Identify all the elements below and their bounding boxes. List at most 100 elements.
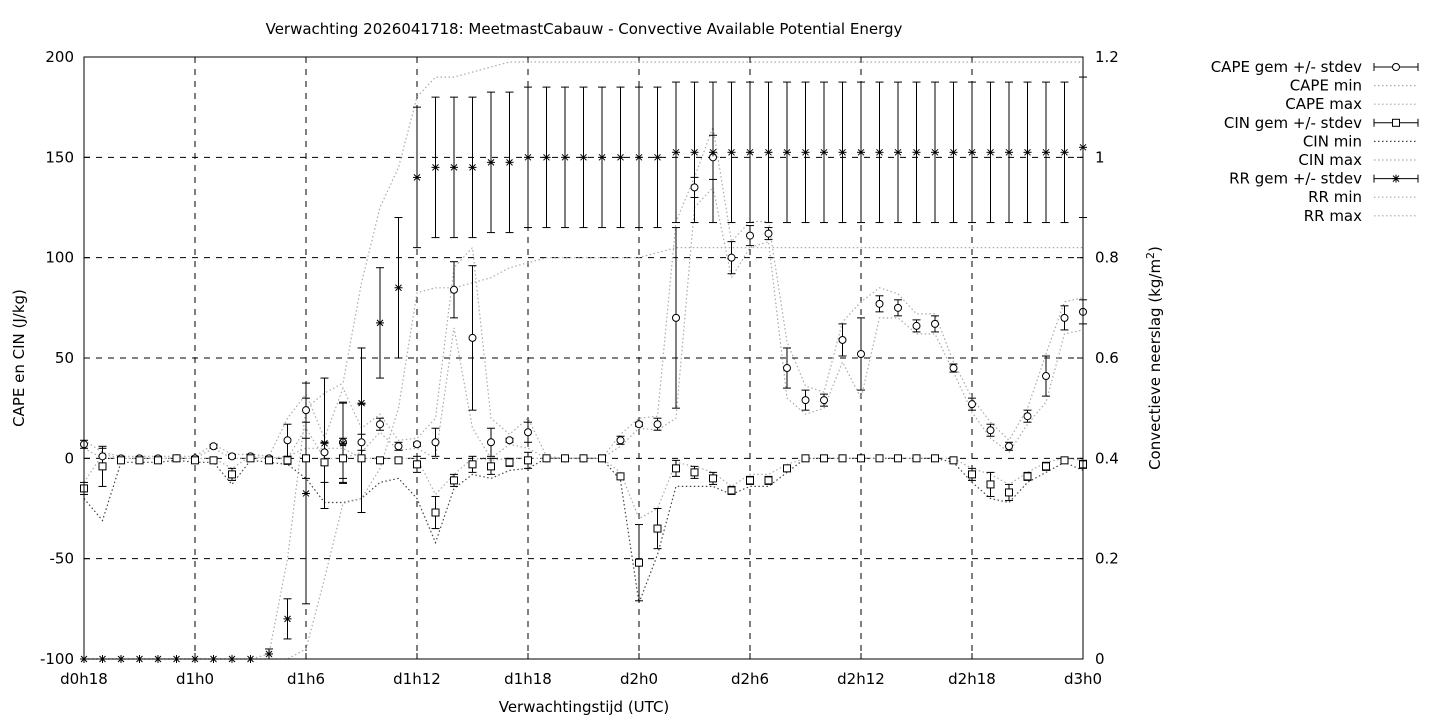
rr-point [431,163,440,172]
legend-marker-square [1392,118,1400,127]
cin-point [394,456,403,465]
y2-tick-label: 1 [1095,148,1105,166]
cin-point [838,454,847,463]
cin-point [949,456,958,465]
cin-point [468,460,477,469]
x-tick-label: d2h18 [948,670,996,688]
rr-point [542,153,551,162]
rr-point [949,148,958,157]
cape-point [690,183,699,192]
cin-point [339,454,347,463]
cape-point [616,436,625,445]
cin-point [246,454,255,463]
x-tick-label: d1h6 [287,670,325,688]
cin-point [579,454,588,463]
cin-point [376,456,384,465]
legend-label: CAPE max [1285,95,1362,113]
cape-point [505,436,514,445]
rr-point [561,153,569,162]
rr-point [727,148,736,157]
x-tick-label: d2h0 [620,670,658,688]
cin-point [302,454,310,463]
cin-point [875,454,884,463]
cin-point [172,454,181,463]
rr-point [690,148,699,157]
cape-point [968,400,976,409]
legend-label: CAPE gem +/- stdev [1211,58,1362,76]
cape-point [98,452,107,461]
rr-point [635,153,643,162]
y-tick-label: 100 [45,249,74,267]
cape-point [653,420,662,429]
cape-point [912,321,921,330]
rr-point [302,489,310,498]
cape-point [487,438,495,447]
cape-point [524,428,532,437]
cin-point [1005,488,1013,497]
cape-point [1005,442,1013,451]
cape-point [1060,313,1069,322]
cape-point [468,333,477,342]
cape-point [320,448,329,457]
cin-point [746,476,754,485]
rr-point [1005,148,1013,157]
y-tick-label: -100 [40,650,74,668]
legend-marker-circle [1392,63,1400,71]
rr-point [709,148,717,157]
cin-point [283,456,292,465]
cin-point [894,454,902,463]
y2-tick-label: 0.2 [1095,550,1119,568]
y-tick-label: 200 [45,48,74,66]
cape-point [857,349,865,358]
cin-point [968,470,976,479]
rr-point [265,649,273,658]
cape-point [376,420,384,429]
rr-point [413,173,421,182]
y-tick-label: 0 [64,449,74,467]
rr-point [1023,148,1032,157]
legend-marker-star [1392,174,1400,183]
cape-point [672,313,680,322]
cape-point [431,438,440,447]
cin-point [801,454,810,463]
rr-point [450,163,458,172]
rr-point [524,153,532,162]
rr-point [931,148,939,157]
rr-point [912,148,921,157]
cin-point [931,454,939,463]
cin-point [986,480,995,489]
cape-point [302,406,310,415]
cin-point [135,456,144,465]
rr-point [820,148,828,157]
cin-point [209,456,218,465]
cin-point [857,454,865,463]
cape-point [894,303,902,312]
cin-point [561,454,569,463]
y2-tick-label: 0 [1095,650,1105,668]
rr-point [1042,148,1050,157]
cin-point [228,470,236,479]
rr-point [986,148,995,157]
rr-point [653,153,662,162]
x-axis-label: Verwachtingstijd (UTC) [499,698,670,716]
cape-point [931,319,939,328]
cin-point [357,454,366,463]
cin-point [635,558,643,567]
legend-label: CIN min [1303,132,1362,150]
rr-point [875,148,884,157]
cin-point [616,472,625,481]
x-tick-label: d1h18 [504,670,552,688]
cin-point [505,458,514,467]
rr-point [857,148,865,157]
x-tick-label: d1h0 [176,670,214,688]
cin-point [154,456,162,465]
cin-point [727,486,736,495]
cin-point [709,474,717,483]
rr-point [746,148,754,157]
cape-point [1023,412,1032,421]
legend-label: RR gem +/- stdev [1229,170,1362,188]
error-bars [80,76,1087,660]
rr-point [764,148,773,157]
